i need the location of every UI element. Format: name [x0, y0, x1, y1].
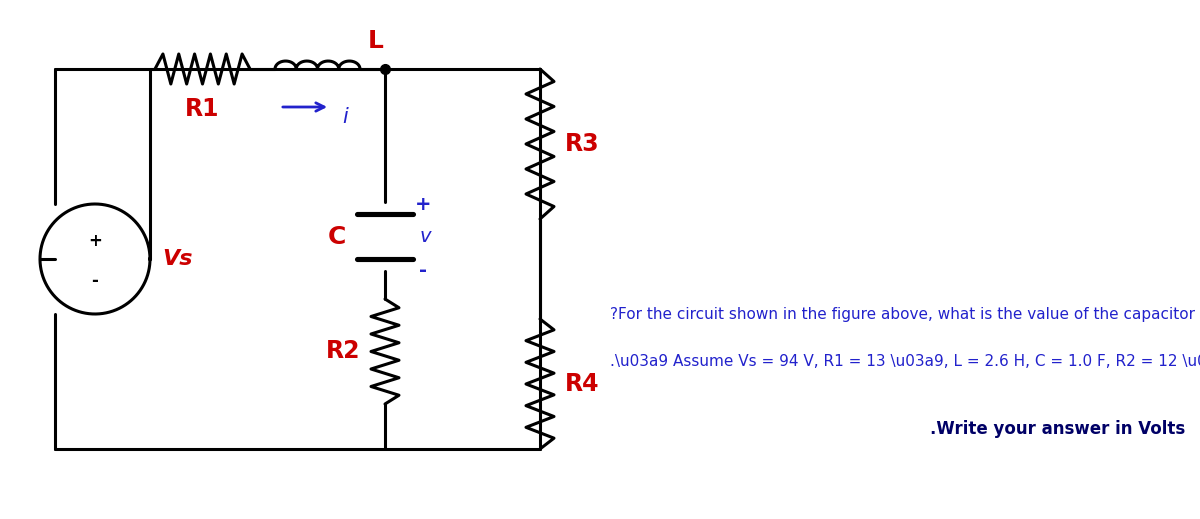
Text: .Write your answer in Volts: .Write your answer in Volts [930, 420, 1186, 438]
Text: C: C [328, 225, 346, 249]
Text: i: i [342, 107, 348, 127]
Text: R2: R2 [325, 339, 360, 363]
Text: ?For the circuit shown in the figure above, what is the value of the capacitor v: ?For the circuit shown in the figure abo… [610, 307, 1200, 321]
Text: Vs: Vs [162, 249, 192, 269]
Text: R1: R1 [185, 97, 220, 121]
Text: +: + [415, 195, 431, 213]
Text: R3: R3 [565, 132, 599, 156]
Text: .\u03a9 Assume Vs = 94 V, R1 = 13 \u03a9, L = 2.6 H, C = 1.0 F, R2 = 12 \u03a9, : .\u03a9 Assume Vs = 94 V, R1 = 13 \u03a9… [610, 354, 1200, 370]
Text: R4: R4 [565, 372, 599, 396]
Text: -: - [419, 262, 427, 280]
Text: -: - [91, 272, 98, 290]
Text: +: + [88, 232, 102, 250]
Text: v: v [419, 227, 431, 246]
Text: L: L [368, 29, 384, 53]
